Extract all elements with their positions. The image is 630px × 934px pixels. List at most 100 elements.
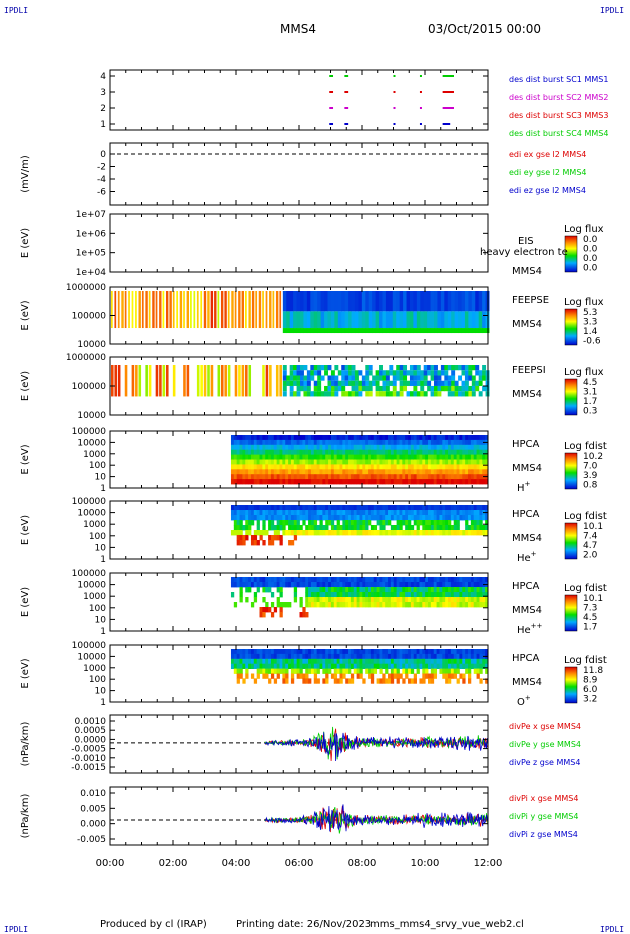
spectrogram-cell: [310, 435, 315, 441]
spectrogram-cell: [259, 535, 263, 541]
spectrogram-cell: [233, 510, 238, 516]
spectrogram-cell: [259, 454, 263, 460]
spectrogram-cell: [255, 291, 258, 329]
spectrogram-cell: [330, 510, 335, 516]
spectrogram-cell: [279, 444, 283, 451]
spectrogram-cell: [348, 439, 352, 446]
spectrogram-cell: [250, 577, 255, 583]
spectrogram-cell: [305, 663, 309, 669]
spectrogram-cell: [427, 365, 432, 371]
spectrogram-cell: [436, 597, 440, 603]
spectrogram-cell: [422, 592, 426, 598]
spectrogram-cell: [296, 380, 301, 386]
spectrogram-cell: [230, 649, 235, 655]
spectrogram-cell: [408, 525, 412, 531]
spectrogram-cell: [293, 663, 298, 669]
spectrogram-cell: [396, 435, 400, 441]
spectrogram-cell: [345, 479, 349, 485]
spectrogram-cell: [413, 479, 417, 485]
spectrogram-cell: [485, 587, 489, 593]
spectrogram-cell: [342, 469, 346, 475]
spectrogram-cell: [322, 602, 326, 608]
spectrogram-cell: [389, 365, 394, 371]
spectrogram-cell: [245, 365, 248, 397]
spectrogram-cell: [253, 454, 258, 460]
spectrogram-cell: [416, 530, 420, 536]
spectrogram-cell: [388, 597, 392, 603]
spectrogram-cell: [270, 520, 275, 526]
spectrogram-cell: [354, 380, 359, 386]
spectrogram-cell: [341, 391, 346, 397]
spectrogram-cell: [348, 510, 352, 516]
spectrogram-cell: [465, 479, 469, 485]
spectrogram-cell: [405, 479, 409, 485]
spectrogram-cell: [382, 391, 387, 397]
spectrogram-cell: [456, 469, 460, 475]
spectrogram-cell: [479, 525, 483, 531]
spectrogram-cell: [268, 525, 272, 531]
spectrogram-cell: [319, 577, 323, 583]
spectrogram-cell: [473, 444, 477, 451]
spectrogram-cell: [396, 328, 401, 334]
spectrogram-cell: [382, 385, 387, 392]
spectrogram-cell: [248, 582, 252, 588]
spectrogram-cell: [339, 587, 343, 593]
spectrogram-cell: [379, 370, 383, 376]
spectrogram-cell: [268, 520, 272, 526]
spectrogram-cell: [256, 673, 260, 679]
spectrogram-cell: [376, 435, 380, 441]
spectrogram-cell: [316, 510, 320, 516]
spectrogram-cell: [276, 454, 280, 460]
spectrogram-cell: [409, 370, 414, 376]
spectrogram-cell: [296, 449, 300, 455]
spectrogram-cell: [425, 459, 429, 465]
spectrogram-cell: [169, 291, 172, 329]
spectrogram-cell: [376, 510, 380, 516]
colorbar-value: 1.4: [583, 327, 598, 337]
spectrogram-cell: [482, 602, 486, 608]
spectrogram-cell: [313, 602, 318, 608]
spectrogram-cell: [379, 365, 383, 371]
spectrogram-cell: [320, 311, 325, 329]
spectrogram-cell: [448, 602, 452, 608]
spectrogram-cell: [282, 663, 286, 669]
spectrogram-cell: [342, 597, 346, 603]
spectrogram-cell: [470, 439, 475, 446]
spectrogram-cell: [250, 459, 255, 465]
spectrogram-cell: [476, 479, 480, 485]
spectrogram-cell: [453, 582, 457, 588]
spectrogram-cell: [388, 474, 392, 480]
spectrogram-cell: [379, 525, 383, 531]
spectrogram-cell: [368, 469, 372, 475]
spectrogram-cell: [416, 668, 420, 674]
spectrogram-cell: [436, 582, 440, 588]
spectrogram-cell: [310, 474, 315, 480]
spectrogram-cell: [328, 663, 332, 669]
spectrogram-cell: [305, 668, 309, 674]
spectrogram-cell: [330, 602, 335, 608]
spectrogram-cell: [308, 449, 312, 455]
spectrogram-cell: [365, 525, 369, 531]
spectrogram-cell: [290, 678, 295, 684]
colorbar-value: 5.3: [583, 308, 597, 318]
spectrogram-cell: [270, 653, 275, 660]
spectrogram-cell: [476, 649, 480, 655]
spectrogram-cell: [310, 444, 315, 451]
spectrogram-cell: [322, 439, 326, 446]
spectrogram-cell: [482, 291, 487, 312]
spectrogram-cell: [273, 607, 278, 613]
spectrogram-cell: [265, 469, 269, 475]
spectrogram-cell: [403, 291, 408, 312]
spectrogram-cell: [313, 474, 318, 480]
spectrogram-cell: [265, 587, 269, 593]
spectrogram-cell: [290, 435, 295, 441]
y-tick-label: -0.005: [77, 835, 106, 845]
spectrogram-cell: [288, 464, 292, 470]
spectrogram-cell: [348, 469, 352, 475]
spectrogram-cell: [356, 505, 360, 511]
spectrogram-cell: [393, 515, 398, 521]
spectrogram-cell: [402, 658, 406, 665]
spectrogram-cell: [289, 370, 294, 376]
spectrogram-cell: [259, 449, 263, 455]
spectrogram-cell: [439, 454, 443, 460]
